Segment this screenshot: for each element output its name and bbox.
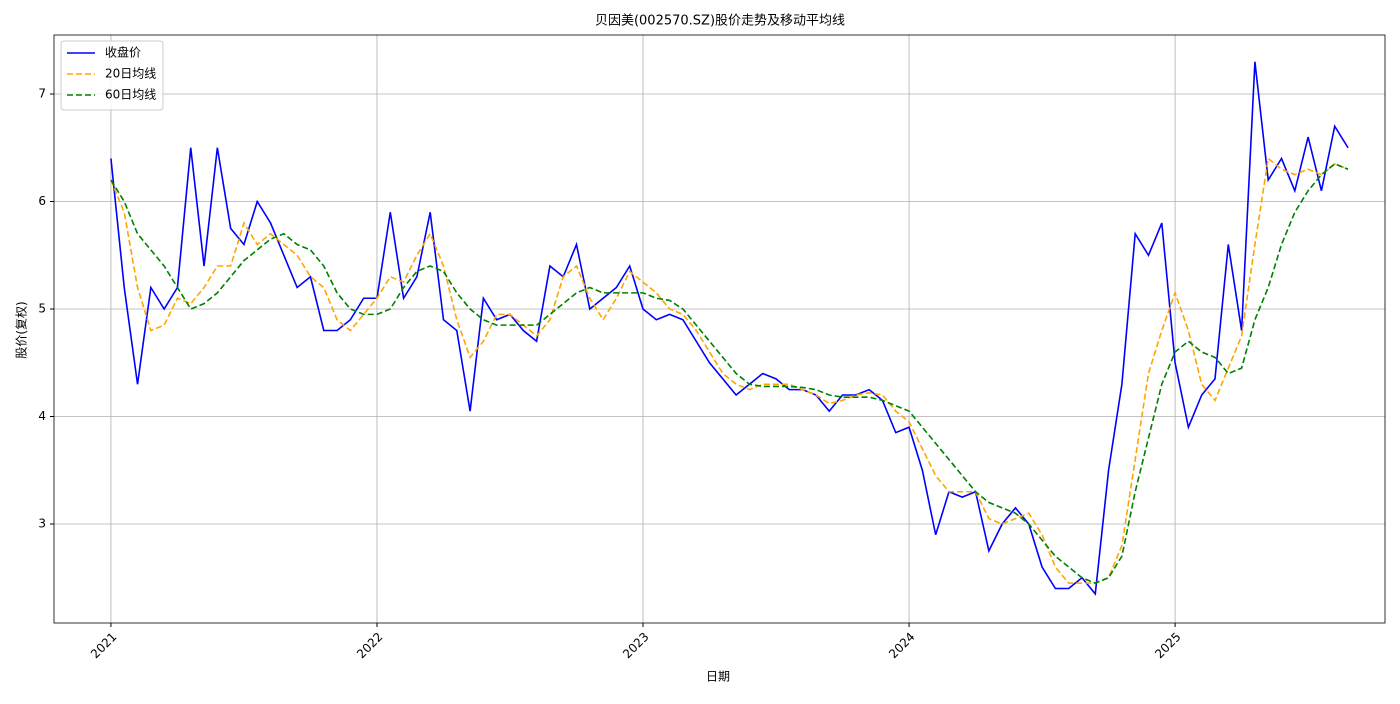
line-series [110, 61, 1349, 596]
x-axis-label: 日期 [706, 670, 730, 684]
legend-box [60, 40, 164, 111]
y-axis-label: 股价(复权) [15, 301, 29, 358]
chart-title: 贝因美(002570.SZ)股价走势及移动平均线 [595, 13, 845, 29]
line-series [110, 162, 1349, 584]
line-series [110, 157, 1349, 584]
y-tick-label: 7 [38, 87, 46, 101]
y-tick-label: 4 [38, 409, 46, 423]
y-tick-label: 3 [38, 516, 46, 530]
legend-label: 20日均线 [105, 67, 156, 81]
plot-frame [53, 34, 1386, 624]
y-tick-label: 6 [38, 194, 46, 208]
legend-label: 60日均线 [105, 88, 156, 102]
legend-label: 收盘价 [105, 45, 141, 60]
y-tick-label: 5 [38, 302, 46, 316]
